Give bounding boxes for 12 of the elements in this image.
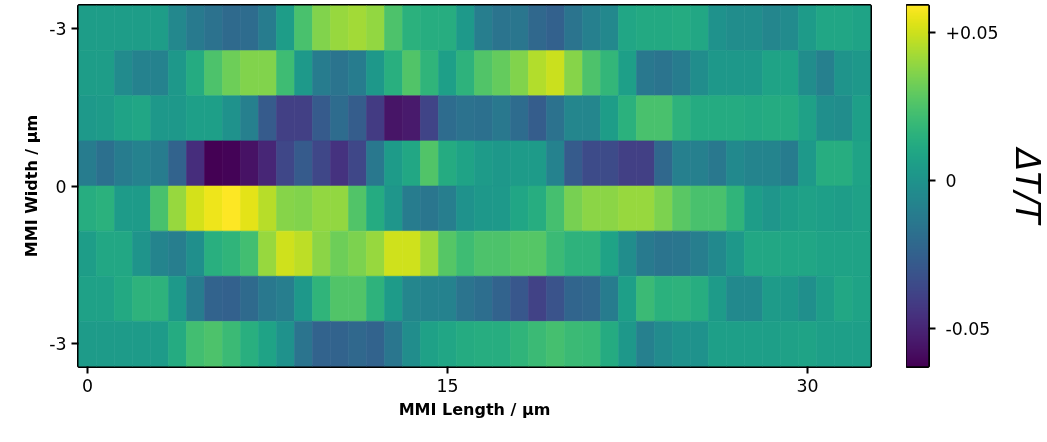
x-tick-label: 15	[436, 375, 459, 396]
y-tick-label: -3	[49, 18, 67, 39]
text: 0	[55, 176, 67, 197]
y-tick-label: -3	[49, 334, 67, 355]
x-tick-label: 30	[796, 375, 819, 396]
x-tick-label: 0	[81, 375, 94, 396]
y-axis-title: MMI Width / µm	[22, 114, 42, 258]
color-bar-title: ΔT/T	[1007, 145, 1047, 227]
x-axis-title: MMI Length / µm	[398, 399, 551, 419]
color-bar-label: +0.05	[945, 22, 999, 43]
color-bar-label: -0.05	[945, 318, 991, 339]
color-bar-label: 0	[945, 170, 957, 191]
